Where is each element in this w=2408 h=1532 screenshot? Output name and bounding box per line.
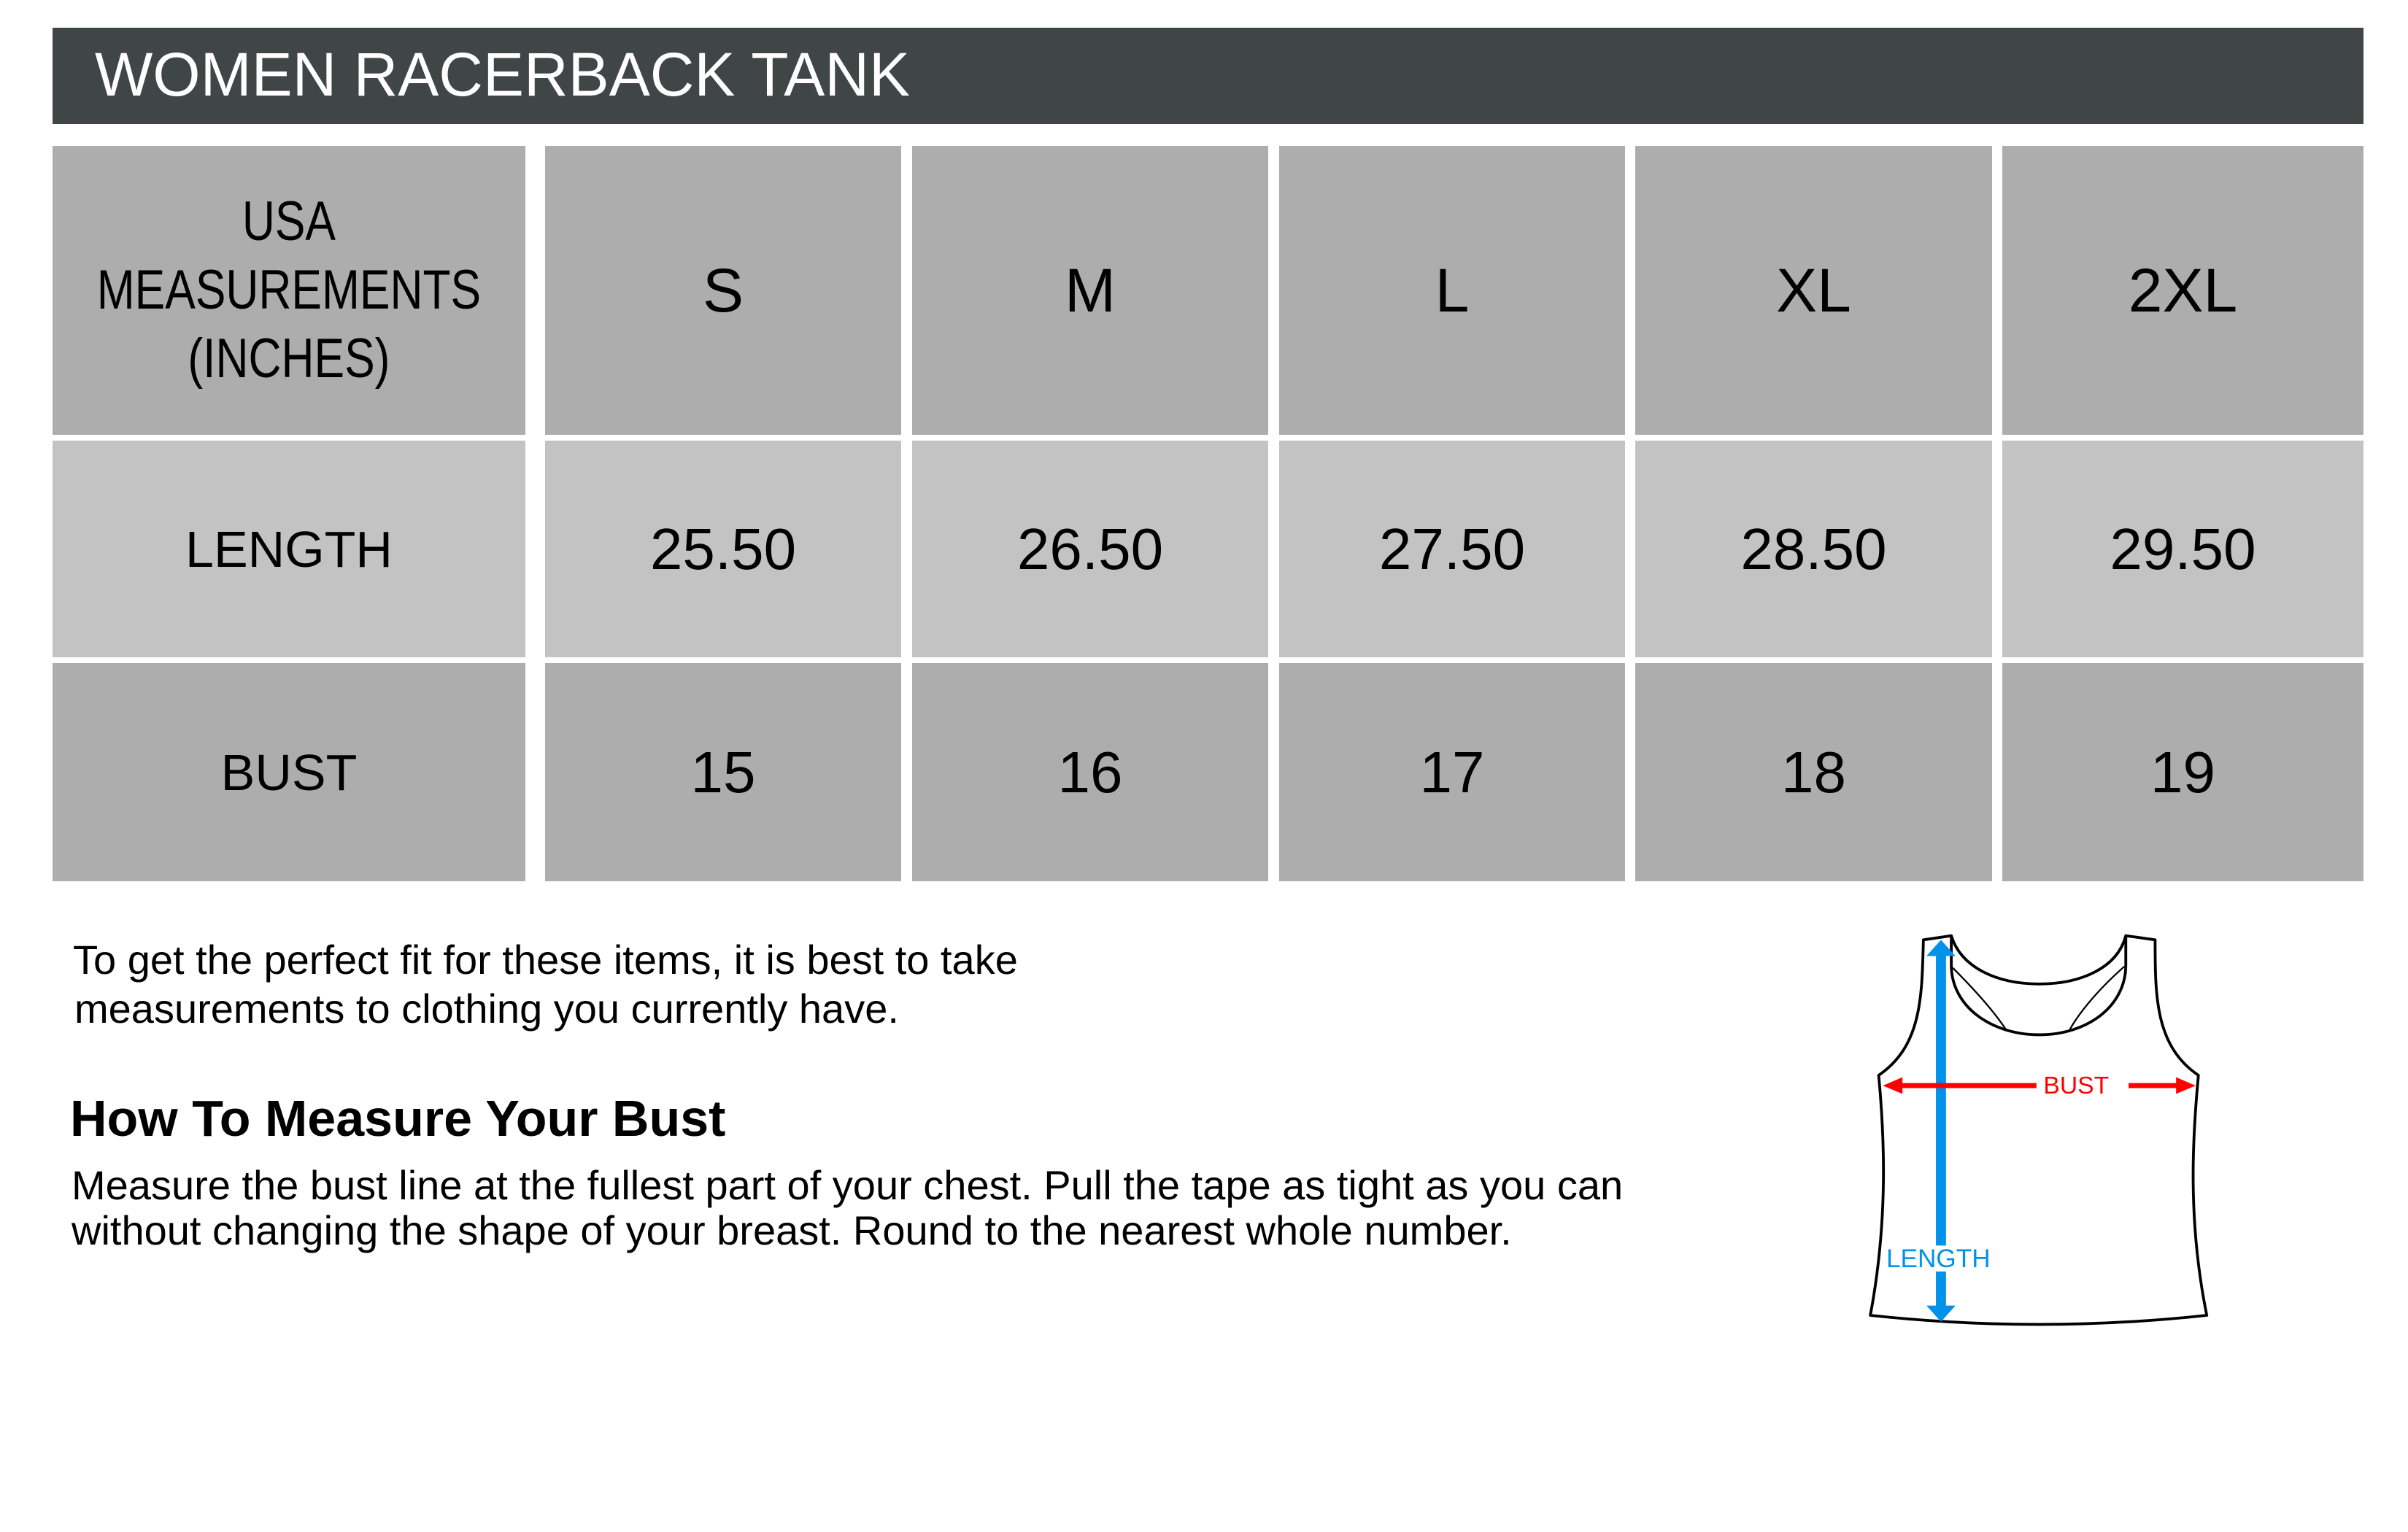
table-cell: 18 [1635, 663, 1992, 881]
bust-label: BUST [2043, 1072, 2109, 1099]
intro-line: To get the perfect fit for these items, … [73, 937, 1018, 983]
corner-line: USA [242, 190, 336, 252]
table-cell: 17 [1279, 663, 1625, 881]
table-cell: 29.50 [2002, 441, 2363, 657]
row-label-length: LENGTH [53, 441, 525, 657]
tank-diagram: BUST LENGTH [1869, 934, 2209, 1326]
table-cell: 27.50 [1279, 441, 1625, 657]
corner-header: USA MEASUREMENTS (INCHES) [53, 146, 525, 435]
corner-line: MEASUREMENTS [96, 259, 482, 321]
table-cell: 16 [912, 663, 1268, 881]
intro-line: measurements to clothing you currently h… [74, 986, 899, 1032]
bust-arrow [1883, 1077, 2196, 1094]
howto-line: without changing the shape of your breas… [72, 1207, 1512, 1253]
title-bar: WOMEN RACERBACK TANK [53, 28, 2363, 124]
size-header-m: M [912, 146, 1268, 435]
row-label-bust: BUST [53, 663, 525, 881]
table-cell: 28.50 [1635, 441, 1992, 657]
table-cell: 26.50 [912, 441, 1268, 657]
tank-outline [1869, 934, 2209, 1326]
howto-line: Measure the bust line at the fullest par… [72, 1162, 1624, 1208]
table-cell: 25.50 [545, 441, 901, 657]
size-header-s: S [545, 146, 901, 435]
size-header-2xl: 2XL [2002, 146, 2363, 435]
length-label: LENGTH [1886, 1245, 1991, 1273]
table-cell: 15 [545, 663, 901, 881]
table-cell: 19 [2002, 663, 2363, 881]
size-header-l: L [1279, 146, 1625, 435]
size-header-xl: XL [1635, 146, 1992, 435]
page-title: WOMEN RACERBACK TANK [95, 40, 911, 109]
howto-heading: How To Measure Your Bust [70, 1090, 726, 1147]
length-arrow [1926, 940, 1956, 1322]
corner-line: (INCHES) [188, 328, 390, 390]
